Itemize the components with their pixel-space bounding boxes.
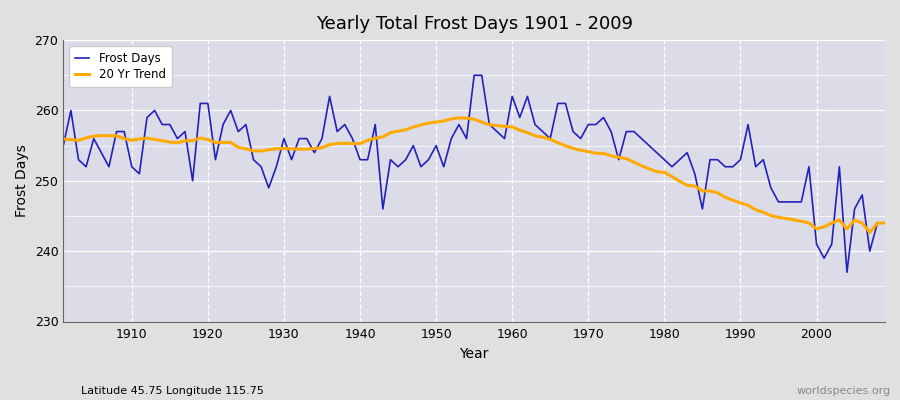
20 Yr Trend <box>864 230 875 235</box>
Y-axis label: Frost Days: Frost Days <box>15 144 29 217</box>
Frost Days <box>119 129 130 134</box>
Frost Days <box>332 129 343 134</box>
Line: 20 Yr Trend: 20 Yr Trend <box>63 118 885 232</box>
Frost Days <box>842 270 852 275</box>
20 Yr Trend <box>286 146 297 151</box>
Line: Frost Days: Frost Days <box>63 75 885 272</box>
20 Yr Trend <box>119 136 130 141</box>
Text: Latitude 45.75 Longitude 115.75: Latitude 45.75 Longitude 115.75 <box>81 386 264 396</box>
20 Yr Trend <box>606 154 616 158</box>
Legend: Frost Days, 20 Yr Trend: Frost Days, 20 Yr Trend <box>69 46 172 87</box>
20 Yr Trend <box>507 124 517 129</box>
Frost Days <box>606 129 616 134</box>
Title: Yearly Total Frost Days 1901 - 2009: Yearly Total Frost Days 1901 - 2009 <box>316 15 633 33</box>
Frost Days <box>879 221 890 226</box>
X-axis label: Year: Year <box>460 347 489 361</box>
Frost Days <box>286 157 297 162</box>
20 Yr Trend <box>515 128 526 132</box>
Frost Days <box>515 115 526 120</box>
Text: worldspecies.org: worldspecies.org <box>796 386 891 396</box>
20 Yr Trend <box>879 221 890 226</box>
Frost Days <box>469 73 480 78</box>
Frost Days <box>507 94 517 99</box>
20 Yr Trend <box>454 116 464 120</box>
20 Yr Trend <box>332 141 343 146</box>
Frost Days <box>58 143 68 148</box>
20 Yr Trend <box>58 136 68 141</box>
